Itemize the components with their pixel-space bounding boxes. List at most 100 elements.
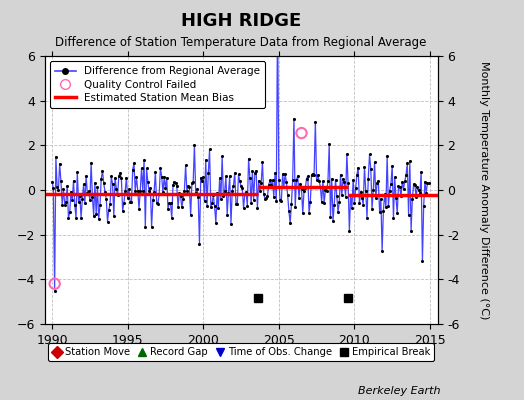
Point (276, 197, 285, 204)
Point (303, 173, 312, 180)
Point (361, 164, 369, 170)
Point (72, 214, 80, 221)
Point (82, 173, 90, 179)
Point (368, 206, 376, 212)
Point (225, 173, 234, 179)
Point (405, 212, 413, 218)
Point (396, 184, 404, 190)
Point (239, 205, 248, 211)
Point (352, 185, 360, 191)
Point (60, 201, 69, 208)
Point (359, 202, 367, 208)
Point (377, 196, 385, 202)
Point (403, 160, 411, 167)
Point (398, 179, 407, 185)
Point (414, 187, 423, 194)
Point (394, 183, 402, 189)
Point (283, 192, 292, 198)
Point (191, 190, 200, 196)
Point (90, 212, 98, 219)
Point (349, 176, 357, 183)
Point (140, 157, 148, 163)
Point (258, 159, 267, 165)
Point (178, 204, 186, 210)
Point (325, 141, 333, 148)
Point (181, 162, 190, 168)
Point (59, 186, 68, 192)
Point (333, 192, 341, 199)
Point (202, 156, 210, 163)
Point (209, 192, 217, 198)
Point (356, 188, 365, 195)
Text: Difference of Station Temperature Data from Regional Average: Difference of Station Temperature Data f… (56, 36, 427, 49)
Point (244, 156, 253, 162)
Point (195, 240, 204, 247)
Point (204, 170, 212, 177)
Point (305, 210, 313, 216)
Point (411, 182, 419, 188)
Point (143, 165, 151, 172)
Point (301, 185, 310, 192)
Point (252, 167, 260, 174)
Point (421, 178, 429, 185)
Point (380, 191, 389, 198)
Point (83, 190, 92, 196)
Point (342, 194, 350, 200)
Point (87, 160, 95, 166)
Point (158, 174, 166, 180)
Point (67, 188, 75, 195)
Point (211, 203, 219, 210)
Point (384, 203, 392, 209)
Point (165, 200, 173, 206)
Point (261, 196, 269, 202)
Point (62, 198, 70, 205)
Point (373, 179, 381, 186)
Point (162, 174, 171, 181)
Point (230, 182, 238, 189)
Point (318, 199, 326, 205)
Point (193, 186, 201, 192)
Point (56, 160, 64, 167)
Point (112, 186, 121, 192)
Text: Berkeley Earth: Berkeley Earth (358, 386, 440, 396)
Point (97, 176, 105, 182)
Point (397, 193, 405, 199)
Point (54, 187, 62, 193)
Point (218, 153, 226, 160)
Point (291, 204, 299, 210)
Point (267, 182, 276, 188)
Point (115, 173, 123, 179)
Point (149, 197, 157, 204)
Point (86, 197, 94, 203)
Point (232, 201, 240, 207)
Point (233, 201, 242, 208)
Point (372, 195, 380, 201)
Point (152, 199, 161, 206)
Point (166, 200, 174, 206)
Point (117, 175, 126, 182)
Point (322, 188, 331, 194)
Point (340, 179, 348, 186)
Point (290, 115, 298, 122)
Point (177, 192, 185, 199)
Point (328, 175, 336, 182)
Point (336, 172, 345, 178)
Point (213, 190, 221, 196)
Point (308, 172, 316, 178)
Point (199, 174, 208, 180)
Point (128, 166, 137, 173)
Point (364, 175, 373, 182)
Point (228, 188, 236, 194)
Point (50, 281, 59, 287)
Point (387, 181, 395, 187)
Point (138, 188, 147, 194)
Point (172, 183, 181, 189)
Point (131, 188, 139, 194)
Point (316, 184, 324, 190)
Point (320, 200, 329, 206)
Point (198, 178, 206, 184)
Point (179, 196, 187, 203)
Point (388, 163, 396, 169)
Point (168, 215, 176, 222)
Point (375, 209, 384, 216)
